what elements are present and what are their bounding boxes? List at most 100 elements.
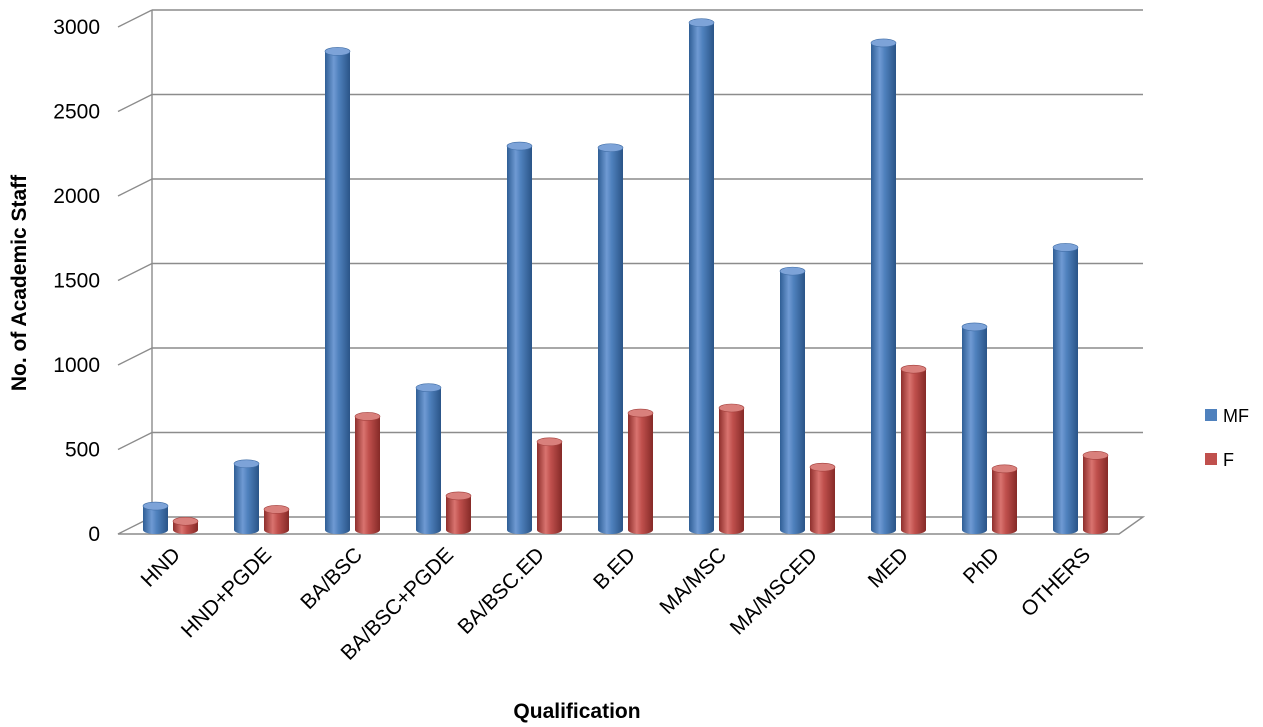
bar-body — [233, 463, 259, 534]
bar-body — [780, 271, 805, 534]
bar-mf — [142, 501, 169, 534]
bar-top — [172, 516, 199, 526]
bar-mf — [870, 38, 897, 534]
bar-body — [355, 416, 380, 534]
bar-mf — [779, 266, 806, 534]
bar-f — [991, 464, 1018, 534]
bar-body — [992, 468, 1017, 534]
bar-mf — [233, 459, 260, 534]
bar-body — [143, 506, 168, 534]
x-tick-label: B.ED — [589, 543, 640, 594]
bar-top — [263, 505, 290, 514]
legend-label: F — [1223, 450, 1234, 470]
x-tick-label: PhD — [959, 543, 1004, 588]
bar-mf — [415, 383, 442, 534]
x-tick-label: HND+PGDE — [177, 543, 276, 642]
bar-body — [689, 22, 714, 534]
bar-body — [264, 509, 289, 534]
bar-top — [779, 266, 806, 276]
legend-item: MF — [1205, 406, 1249, 426]
legend-swatch — [1205, 453, 1217, 465]
bar-top — [900, 364, 927, 374]
y-tick-label: 1500 — [53, 270, 100, 293]
bar-f — [627, 408, 654, 534]
y-tick-label: 2000 — [53, 185, 100, 208]
bar-top — [536, 437, 563, 447]
bar-body — [1053, 247, 1078, 534]
bar-top — [324, 47, 351, 56]
bar-top — [870, 38, 897, 48]
bar-body — [810, 467, 835, 534]
bar-mf — [688, 18, 715, 534]
gridline-diagonal — [117, 262, 153, 282]
bar-top — [1082, 451, 1109, 460]
legend-swatch — [1205, 409, 1217, 421]
bar-f — [536, 437, 563, 534]
bar-body — [416, 387, 441, 534]
x-tick-label: MA/MSC — [655, 543, 731, 619]
bar-body — [325, 51, 350, 535]
legend-label: MF — [1223, 406, 1249, 426]
bar-f — [445, 491, 472, 534]
bar-f — [263, 505, 290, 534]
bar-body — [871, 42, 896, 534]
gridline-diagonal — [117, 9, 153, 28]
bar-body — [962, 326, 987, 534]
bar-f — [354, 412, 381, 534]
bar-body — [1083, 455, 1108, 534]
bar-top — [597, 143, 624, 153]
bar-body — [507, 146, 532, 534]
bar-top — [506, 141, 533, 151]
y-tick-label: 0 — [88, 523, 100, 546]
legend-item: F — [1205, 450, 1234, 470]
bar-mf — [961, 322, 988, 534]
gridline-diagonal — [117, 431, 153, 451]
bar-mf — [506, 141, 533, 534]
bar-top — [627, 408, 654, 418]
y-axis-ticks: 0 500 1000 1500 2000 2500 3000 — [53, 16, 100, 546]
bar-body — [598, 147, 623, 534]
y-axis-title: No. of Academic Staff — [8, 174, 31, 391]
y-tick-label: 2500 — [53, 101, 100, 124]
gridline-diagonal — [117, 93, 153, 113]
x-tick-label: BA/BSC — [296, 543, 367, 614]
bar-f — [172, 516, 199, 534]
bar-top — [142, 501, 169, 511]
bar-top — [718, 403, 745, 413]
bar-top — [991, 464, 1018, 474]
bar-body — [446, 495, 471, 534]
y-tick-label: 3000 — [53, 16, 100, 39]
bar-mf — [1052, 243, 1079, 534]
y-tick-label: 500 — [65, 439, 100, 462]
bar-body — [901, 369, 926, 534]
bar-top — [415, 383, 442, 393]
legend: MF F — [1205, 406, 1249, 470]
bars — [142, 18, 1109, 535]
x-tick-label: HND — [137, 543, 185, 591]
bar-f — [718, 403, 745, 534]
x-tick-label: MA/MSCED — [726, 543, 822, 639]
bar-top — [809, 462, 836, 472]
bar-mf — [324, 47, 351, 535]
bar-top — [688, 18, 715, 27]
bar-top — [1052, 243, 1079, 252]
bar-f — [1082, 451, 1109, 534]
bar-body — [628, 413, 653, 534]
bar-top — [233, 459, 260, 469]
x-tick-label: OTHERS — [1017, 543, 1095, 621]
gridline-diagonal — [117, 178, 153, 197]
x-tick-label: BA/BSC.ED — [454, 543, 549, 638]
bar-top — [445, 491, 472, 501]
bar-body — [719, 408, 744, 534]
bar-f — [809, 462, 836, 534]
bar-mf — [597, 143, 624, 534]
y-tick-label: 1000 — [53, 354, 100, 377]
gridline-diagonal — [117, 347, 153, 366]
x-tick-label: MED — [864, 543, 913, 592]
x-axis-title: Qualification — [513, 700, 640, 723]
bar-f — [900, 364, 927, 534]
gridlines — [117, 9, 1143, 517]
bar-body — [537, 441, 562, 534]
